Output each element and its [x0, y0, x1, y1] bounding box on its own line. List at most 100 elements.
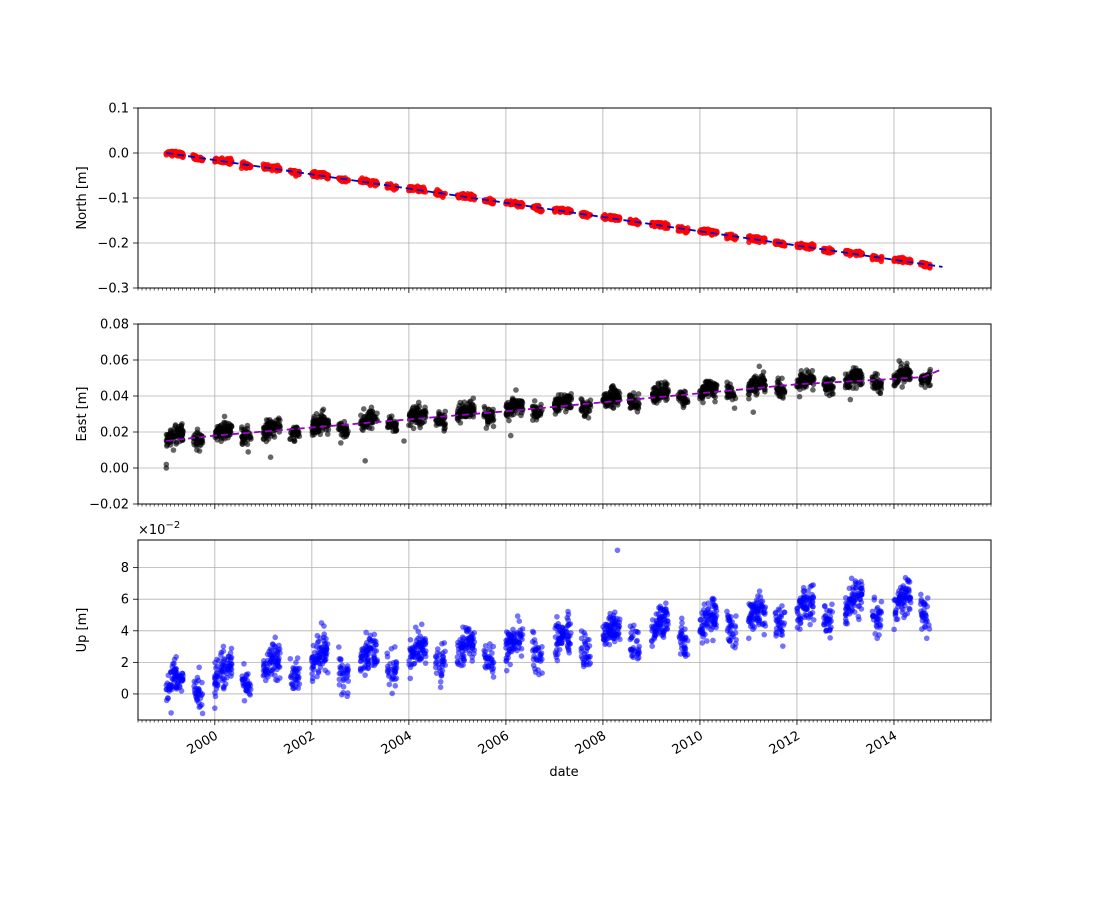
- data-point: [826, 245, 833, 251]
- data-point: [392, 420, 398, 427]
- data-point: [277, 424, 284, 430]
- data-point: [413, 407, 420, 414]
- data-point: [510, 411, 517, 418]
- data-point: [531, 398, 538, 404]
- data-point: [627, 392, 633, 398]
- data-point: [262, 677, 269, 684]
- data-point: [338, 440, 344, 446]
- data-point: [315, 417, 321, 423]
- data-point: [277, 675, 283, 681]
- data-point: [221, 664, 227, 671]
- data-point: [891, 382, 897, 389]
- data-point: [309, 656, 315, 663]
- data-point: [214, 670, 220, 676]
- data-point: [470, 395, 477, 402]
- data-point: [212, 690, 218, 696]
- data-point: [901, 258, 907, 264]
- y-tick-label: 0.00: [100, 462, 129, 477]
- data-point: [747, 233, 753, 239]
- data-point: [416, 412, 423, 419]
- outlier-point: [507, 432, 514, 439]
- outlier-point: [267, 454, 274, 461]
- data-point: [538, 408, 544, 415]
- data-point: [805, 375, 812, 382]
- panel-north: 0.1 0.0 −0.1 −0.2 −0.3 North [m]: [75, 102, 992, 297]
- data-point: [899, 384, 905, 390]
- data-point: [411, 185, 417, 192]
- data-point: [796, 380, 803, 387]
- data-point: [517, 402, 524, 409]
- scatter-series-up: [163, 547, 933, 717]
- data-point: [172, 670, 178, 676]
- data-point: [663, 224, 670, 230]
- data-point: [462, 404, 469, 411]
- y-tick-label: 0.02: [100, 426, 129, 441]
- data-point: [803, 383, 809, 390]
- data-point: [174, 433, 181, 439]
- outlier-point: [847, 396, 854, 403]
- data-point: [408, 408, 415, 415]
- data-point: [196, 664, 202, 671]
- data-point: [419, 419, 426, 426]
- data-point: [652, 389, 659, 396]
- y-tick-label: 0.1: [108, 102, 129, 117]
- axes-frame: [137, 107, 992, 289]
- data-point: [272, 634, 279, 641]
- data-point: [315, 669, 322, 676]
- data-point: [228, 673, 234, 679]
- data-point: [853, 248, 860, 255]
- data-point: [245, 671, 251, 677]
- data-point: [289, 681, 296, 687]
- data-point: [291, 438, 298, 445]
- data-point: [486, 197, 493, 204]
- data-point: [779, 375, 785, 382]
- data-point: [228, 423, 235, 430]
- outlier-point: [750, 409, 757, 416]
- data-point: [220, 643, 227, 650]
- data-point: [272, 643, 278, 649]
- data-point: [615, 388, 622, 395]
- data-point: [853, 385, 860, 391]
- y-tick-label: 8: [121, 561, 129, 576]
- y-tick-label: 0.08: [100, 318, 129, 333]
- data-point: [752, 373, 759, 380]
- data-point: [241, 661, 247, 667]
- data-point: [194, 429, 200, 436]
- data-point: [223, 670, 230, 677]
- data-point: [313, 659, 319, 666]
- data-point: [510, 201, 517, 207]
- data-point: [214, 656, 220, 663]
- data-point: [682, 229, 689, 236]
- data-point: [681, 400, 687, 406]
- outlier-point: [362, 458, 368, 464]
- data-point: [309, 670, 315, 677]
- data-point: [325, 426, 332, 433]
- data-point: [315, 649, 321, 656]
- data-point: [221, 413, 228, 420]
- data-point: [266, 431, 273, 437]
- data-point: [220, 685, 227, 692]
- data-point: [869, 254, 875, 260]
- data-point: [490, 423, 497, 430]
- data-point: [228, 645, 235, 652]
- data-point: [169, 434, 175, 440]
- data-point: [848, 372, 855, 379]
- data-point: [274, 661, 281, 667]
- data-point: [506, 417, 512, 424]
- y-tick-label: 0: [121, 687, 129, 702]
- data-point: [293, 659, 299, 666]
- data-point: [271, 165, 277, 172]
- data-point: [291, 666, 297, 672]
- data-point: [261, 165, 268, 172]
- y-tick-label: −0.1: [97, 192, 129, 207]
- data-point: [366, 425, 373, 431]
- data-point: [662, 379, 668, 385]
- data-point: [847, 382, 853, 389]
- data-point: [780, 395, 786, 401]
- fit-line-east: [166, 368, 943, 442]
- data-point: [368, 410, 374, 416]
- data-point: [287, 655, 294, 662]
- data-point: [458, 191, 465, 197]
- data-point: [196, 691, 203, 698]
